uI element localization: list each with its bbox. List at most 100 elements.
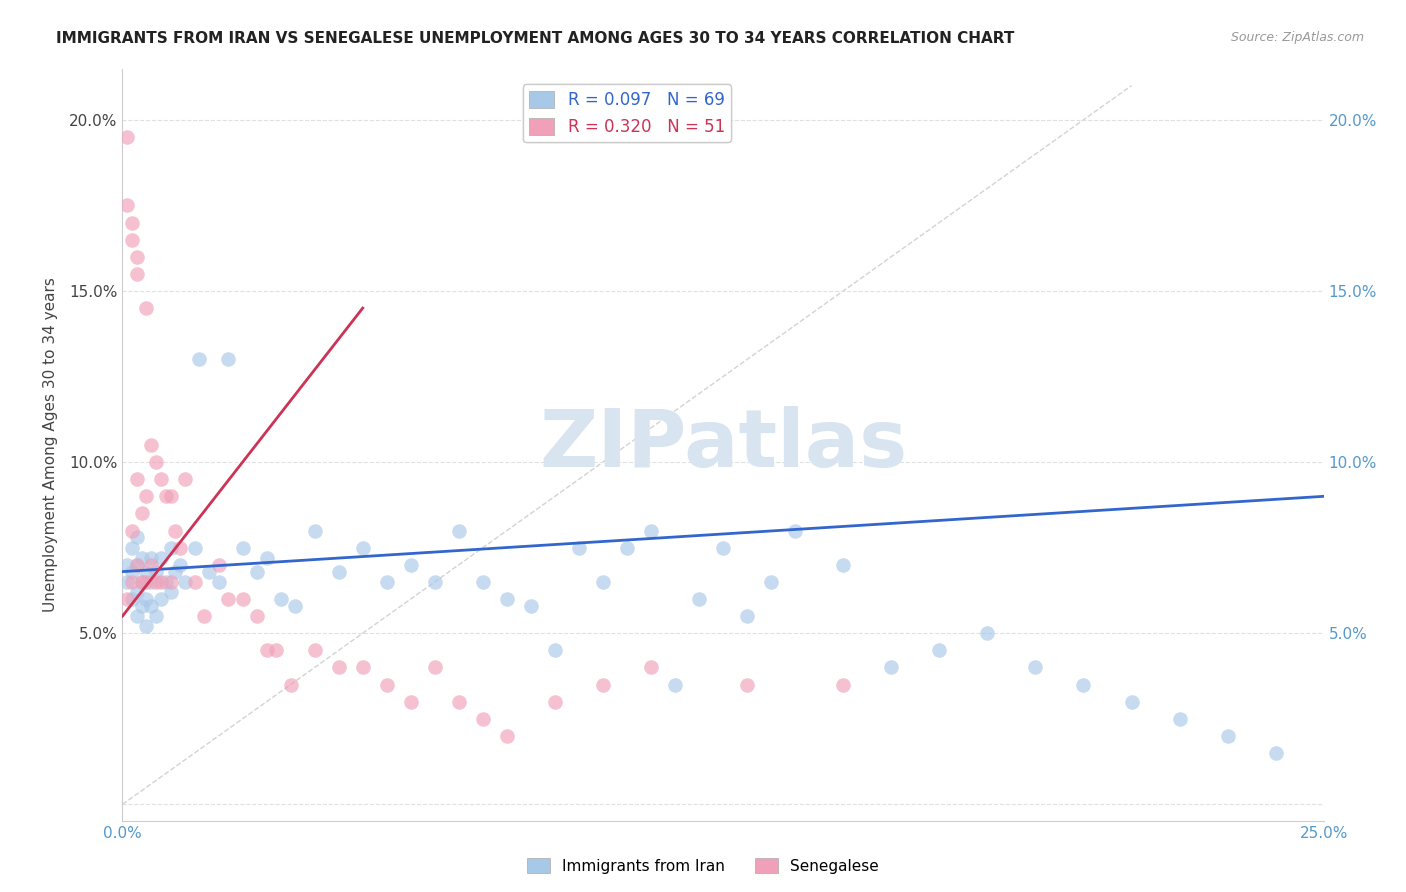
Point [135, 592, 157, 607]
Point [544, 695, 567, 709]
Point [1073, 677, 1095, 691]
Point [711, 541, 734, 555]
Point [135, 574, 157, 589]
Point [544, 643, 567, 657]
Point [131, 574, 153, 589]
Point [149, 574, 172, 589]
Text: IMMIGRANTS FROM IRAN VS SENEGALESE UNEMPLOYMENT AMONG AGES 30 TO 34 YEARS CORREL: IMMIGRANTS FROM IRAN VS SENEGALESE UNEMP… [56, 31, 1015, 46]
Point [375, 574, 398, 589]
Point [174, 472, 197, 486]
Point [284, 599, 307, 613]
Point [141, 558, 163, 572]
Point [169, 558, 191, 572]
Point [125, 585, 148, 599]
Point [121, 215, 143, 229]
Point [592, 574, 614, 589]
Point [131, 507, 153, 521]
Point [217, 592, 239, 607]
Point [193, 609, 215, 624]
Point [759, 574, 782, 589]
Point [270, 592, 292, 607]
Text: ZIPatlas: ZIPatlas [538, 406, 907, 484]
Point [174, 574, 197, 589]
Point [121, 574, 143, 589]
Point [117, 130, 139, 145]
Text: Source: ZipAtlas.com: Source: ZipAtlas.com [1230, 31, 1364, 45]
Point [232, 592, 254, 607]
Point [159, 585, 181, 599]
Point [246, 609, 269, 624]
Point [121, 524, 143, 538]
Point [121, 541, 143, 555]
Point [141, 438, 163, 452]
Point [256, 643, 278, 657]
Point [688, 592, 710, 607]
Point [131, 550, 153, 565]
Point [131, 574, 153, 589]
Point [471, 712, 494, 726]
Point [735, 677, 758, 691]
Point [640, 660, 662, 674]
Point [125, 250, 148, 264]
Legend: R = 0.097   N = 69, R = 0.320   N = 51: R = 0.097 N = 69, R = 0.320 N = 51 [523, 85, 731, 143]
Point [198, 565, 221, 579]
Point [399, 558, 422, 572]
Point [135, 301, 157, 315]
Point [1121, 695, 1143, 709]
Legend: Immigrants from Iran, Senegalese: Immigrants from Iran, Senegalese [520, 852, 886, 880]
Point [256, 550, 278, 565]
Point [183, 574, 205, 589]
Point [832, 677, 855, 691]
Point [352, 660, 374, 674]
Point [121, 233, 143, 247]
Point [155, 574, 177, 589]
Point [141, 599, 163, 613]
Point [141, 574, 163, 589]
Point [135, 619, 157, 633]
Point [159, 489, 181, 503]
Point [117, 558, 139, 572]
Point [183, 541, 205, 555]
Point [832, 558, 855, 572]
Point [1216, 729, 1239, 743]
Point [125, 558, 148, 572]
Point [145, 574, 167, 589]
Point [495, 592, 517, 607]
Point [159, 541, 181, 555]
Point [145, 565, 167, 579]
Point [149, 472, 172, 486]
Point [145, 455, 167, 469]
Point [125, 558, 148, 572]
Point [1264, 746, 1286, 760]
Point [125, 609, 148, 624]
Point [246, 565, 269, 579]
Point [121, 565, 143, 579]
Point [880, 660, 903, 674]
Point [1168, 712, 1191, 726]
Point [447, 695, 470, 709]
Point [207, 574, 229, 589]
Point [399, 695, 422, 709]
Point [447, 524, 470, 538]
Point [125, 267, 148, 281]
Point [155, 489, 177, 503]
Point [735, 609, 758, 624]
Y-axis label: Unemployment Among Ages 30 to 34 years: Unemployment Among Ages 30 to 34 years [44, 277, 58, 613]
Point [495, 729, 517, 743]
Point [352, 541, 374, 555]
Point [328, 660, 350, 674]
Point [664, 677, 686, 691]
Point [1024, 660, 1046, 674]
Point [149, 550, 172, 565]
Point [141, 550, 163, 565]
Point [121, 592, 143, 607]
Point [165, 524, 187, 538]
Point [304, 643, 326, 657]
Point [928, 643, 950, 657]
Point [207, 558, 229, 572]
Point [264, 643, 287, 657]
Point [125, 530, 148, 544]
Point [135, 565, 157, 579]
Point [217, 352, 239, 367]
Point [471, 574, 494, 589]
